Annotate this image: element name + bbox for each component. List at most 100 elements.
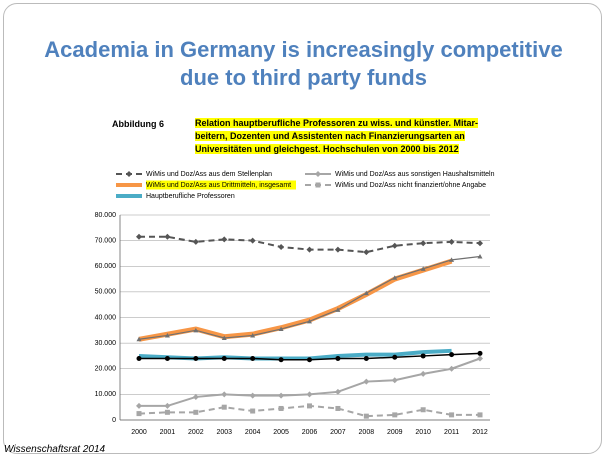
y-tick-label: 40.000: [95, 314, 117, 321]
x-tick-label: 2001: [160, 429, 176, 436]
marker: [250, 332, 256, 338]
marker: [192, 393, 199, 400]
marker: [420, 370, 427, 377]
y-tick-label: 10.000: [95, 391, 117, 398]
marker: [448, 238, 455, 245]
marker: [363, 378, 370, 385]
marker: [306, 391, 313, 398]
marker: [164, 356, 170, 361]
marker: [278, 357, 284, 363]
marker: [278, 244, 285, 251]
y-tick-label: 30.000: [95, 340, 117, 347]
marker: [193, 327, 199, 333]
y-tick-label: 80.000: [95, 212, 117, 219]
series-line: [138, 258, 453, 342]
title-line: Academia in Germany is increasingly comp…: [44, 37, 563, 62]
marker: [164, 409, 170, 415]
marker: [449, 352, 455, 358]
marker: [250, 408, 256, 414]
marker: [136, 233, 142, 240]
caption: Relation hauptberufliche Professoren zu …: [195, 117, 479, 156]
marker: [221, 236, 228, 243]
x-tick-label: 2008: [359, 429, 375, 436]
marker: [392, 412, 398, 418]
marker: [448, 365, 455, 372]
marker: [136, 356, 142, 361]
y-tick-label: 70.000: [95, 237, 117, 244]
marker: [392, 354, 398, 360]
slide-title: Academia in Germany is increasingly comp…: [0, 36, 607, 92]
source: Wissenschaftsrat 2014: [4, 444, 106, 455]
marker: [164, 402, 171, 409]
marker: [334, 246, 341, 253]
series-line: [139, 357, 481, 407]
marker: [477, 254, 483, 259]
y-tick-label: 20.000: [95, 366, 117, 373]
marker: [307, 357, 312, 363]
marker: [164, 332, 170, 338]
marker: [477, 240, 483, 247]
x-tick-label: 2003: [216, 429, 232, 436]
marker: [315, 171, 321, 177]
caption-line: beitern, Dozenten und Assistenten nach F…: [195, 131, 465, 141]
marker: [363, 413, 369, 419]
marker: [278, 405, 284, 411]
marker: [420, 407, 426, 413]
marker: [249, 237, 256, 244]
marker: [420, 240, 427, 247]
legend-label: WiMis und Doz/Ass aus sonstigen Haushalt…: [335, 171, 495, 178]
marker: [449, 412, 455, 418]
marker: [477, 350, 483, 356]
x-tick-label: 2004: [245, 429, 261, 436]
x-tick-label: 2005: [273, 429, 289, 436]
legend-label: WiMis und Doz/Ass aus Drittmitteln, insg…: [146, 182, 291, 189]
x-tick-label: 2002: [188, 429, 204, 436]
x-tick-label: 2012: [472, 429, 488, 436]
marker: [164, 233, 171, 240]
y-tick-label: 0: [112, 417, 116, 424]
marker: [315, 182, 321, 188]
marker: [335, 356, 341, 361]
caption-line: Universitäten und gleichgest. Hochschule…: [195, 144, 459, 154]
marker: [420, 353, 426, 359]
marker: [477, 412, 483, 418]
title-line: due to third party funds: [180, 65, 427, 90]
slide-frame: [3, 3, 602, 454]
marker: [250, 356, 256, 361]
marker: [307, 403, 312, 409]
legend-label: WiMis und Doz/Ass nicht finanziert/ohne …: [335, 182, 486, 189]
marker: [391, 377, 398, 384]
marker: [221, 356, 227, 361]
marker: [334, 388, 341, 395]
legend-label: Hauptberufliche Professoren: [146, 193, 235, 200]
marker: [136, 336, 142, 342]
marker: [221, 391, 228, 398]
legend-highlight: [146, 180, 296, 190]
marker: [335, 405, 341, 411]
marker: [278, 326, 284, 332]
marker: [449, 257, 455, 262]
marker: [136, 411, 142, 417]
marker: [126, 171, 132, 177]
x-tick-label: 2006: [302, 429, 318, 436]
marker: [221, 335, 227, 340]
figure-label: Abbildung 6: [112, 119, 164, 129]
marker: [477, 355, 483, 362]
marker: [193, 356, 199, 361]
marker: [363, 249, 370, 256]
marker: [391, 242, 398, 249]
x-tick-label: 2009: [387, 429, 403, 436]
marker: [307, 318, 312, 324]
marker: [363, 290, 369, 296]
x-tick-label: 2007: [330, 429, 346, 436]
marker: [221, 404, 227, 410]
marker: [249, 392, 256, 399]
marker: [278, 392, 285, 399]
x-tick-label: 2010: [415, 429, 431, 436]
marker: [306, 246, 313, 253]
marker: [192, 238, 199, 245]
x-tick-label: 2011: [444, 429, 459, 436]
y-tick-label: 50.000: [95, 289, 117, 296]
